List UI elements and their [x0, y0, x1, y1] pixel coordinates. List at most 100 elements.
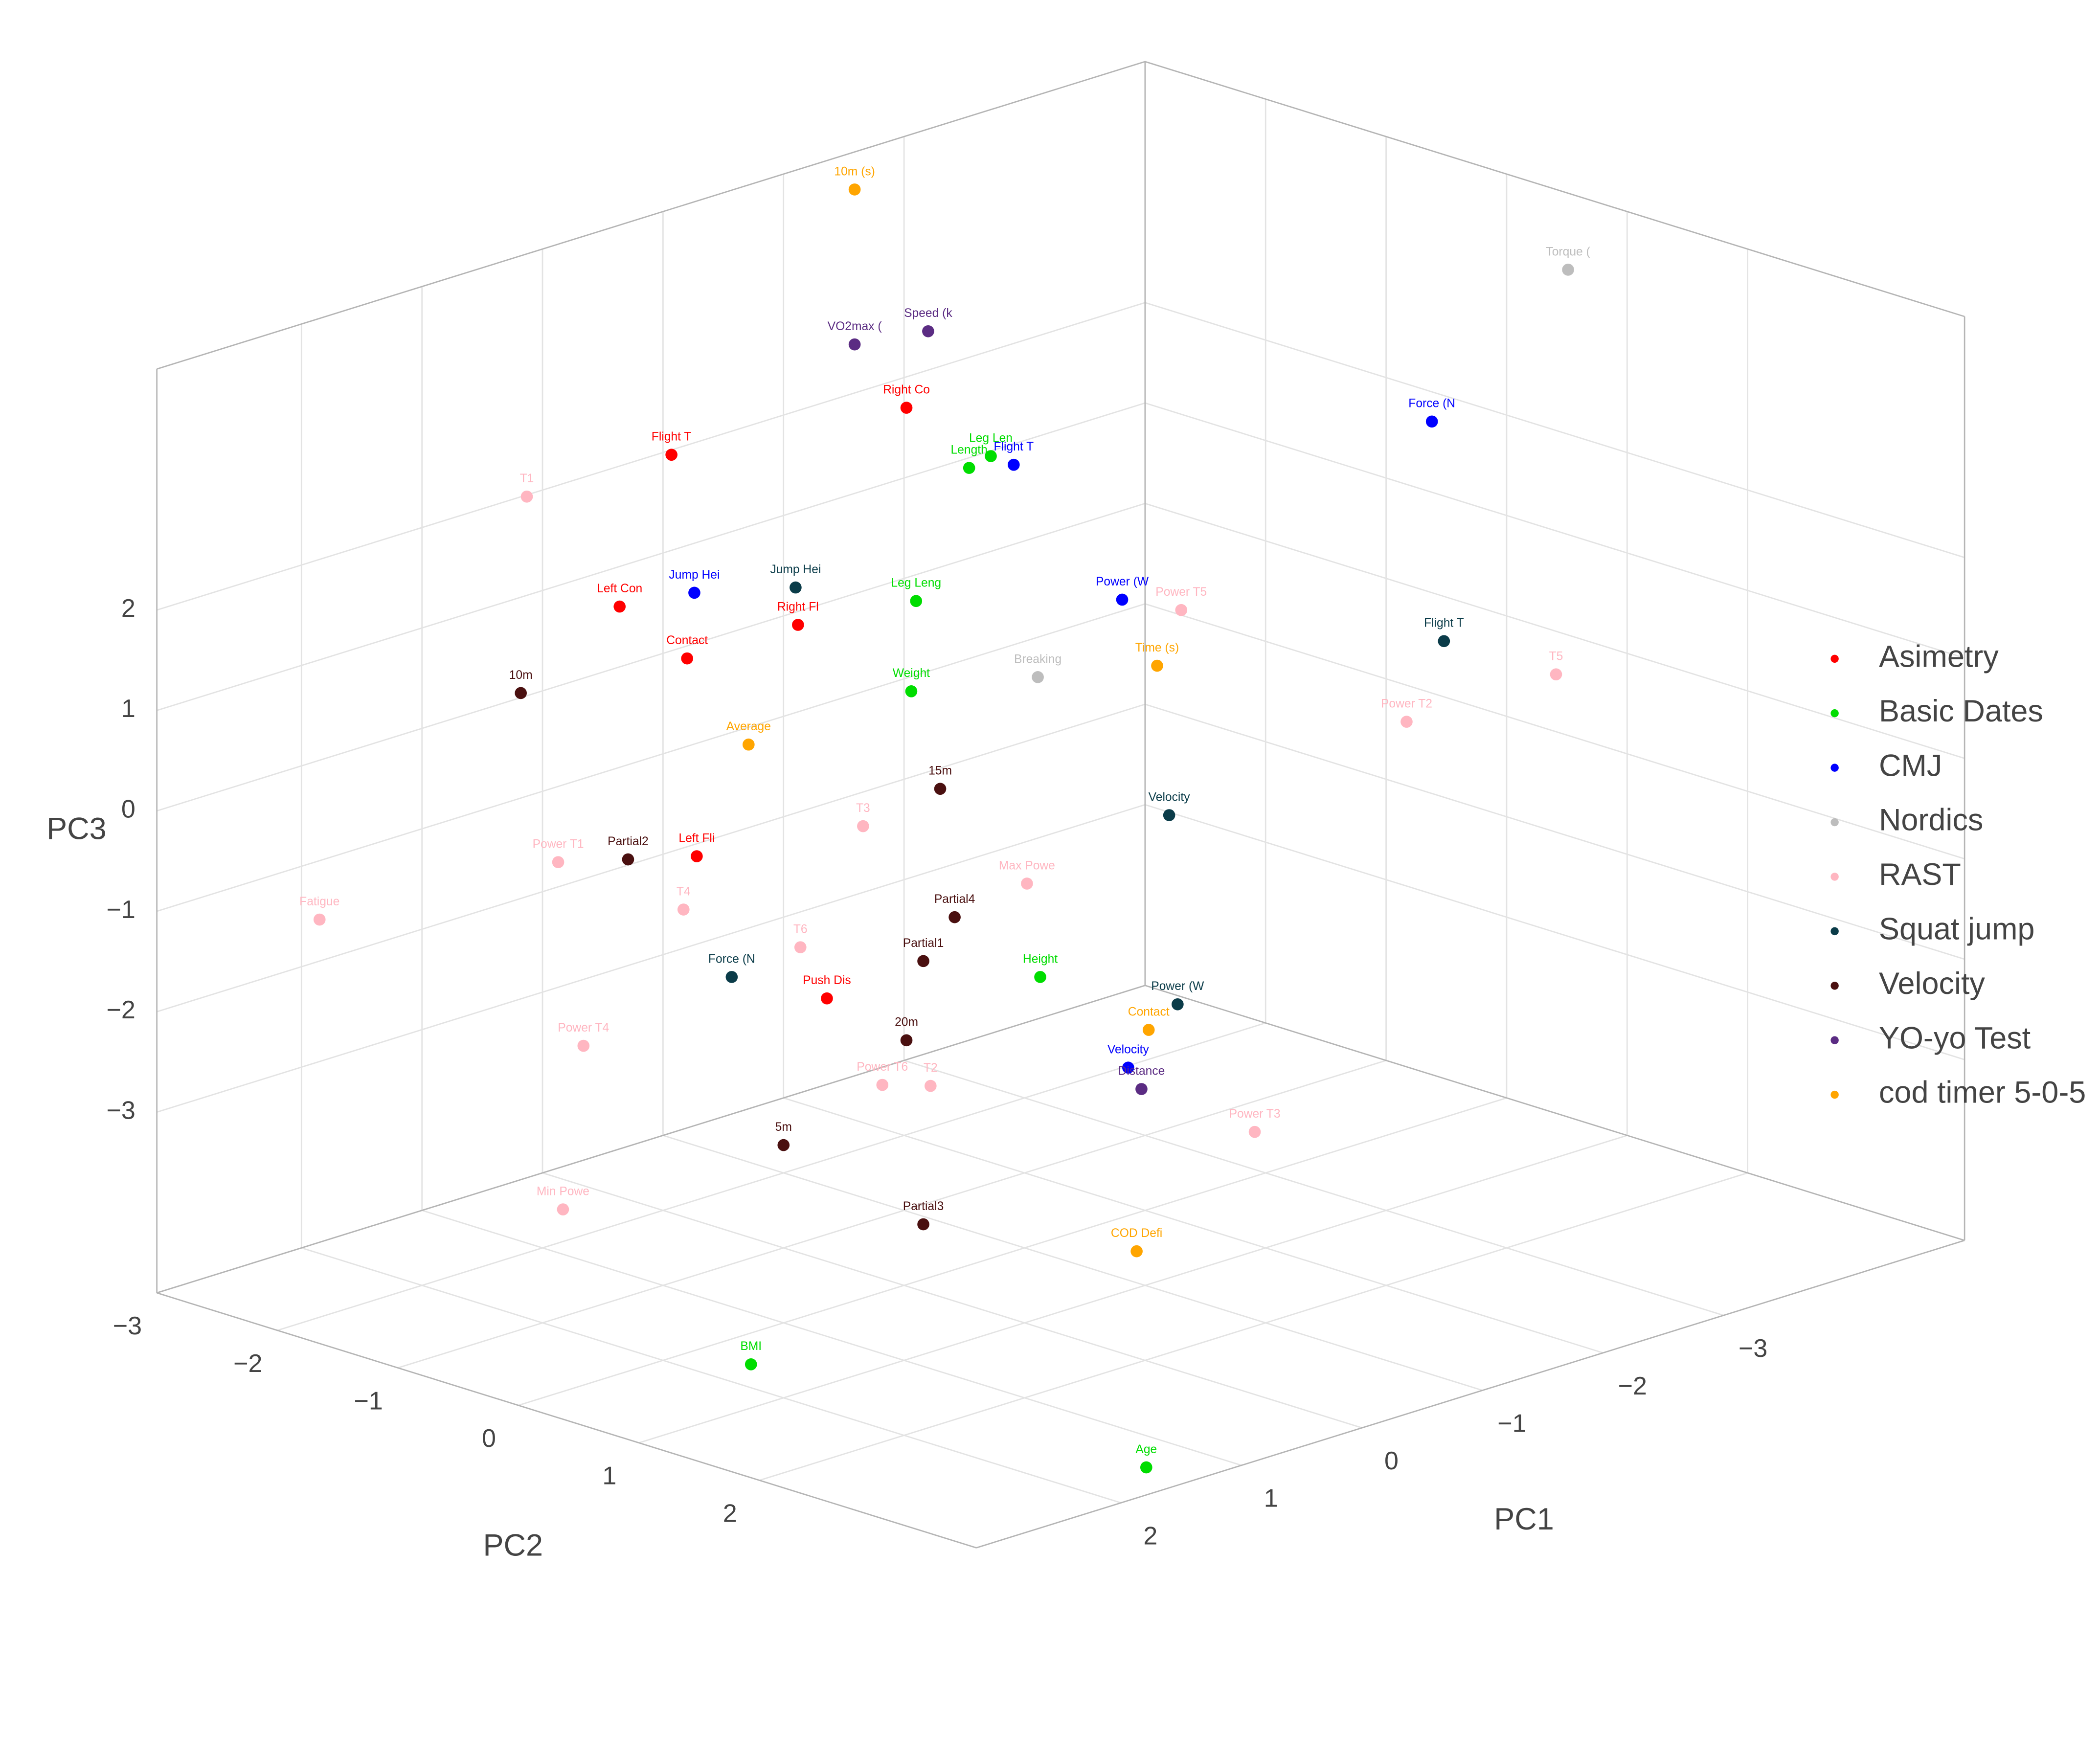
box-edge — [1145, 985, 1965, 1241]
point-label: Power (W — [1096, 575, 1149, 588]
z-tick-label: 2 — [121, 594, 135, 623]
point-label: BMI — [740, 1340, 762, 1353]
point-label: T5 — [1549, 650, 1563, 663]
point-label: Velocity — [1149, 790, 1191, 804]
data-point — [1034, 971, 1046, 983]
grid-line — [422, 1210, 1242, 1466]
legend-label: cod timer 5-0-5 — [1879, 1076, 2086, 1110]
data-point — [821, 992, 833, 1005]
data-point — [925, 1079, 937, 1092]
data-point — [963, 462, 975, 474]
data-point — [917, 955, 929, 967]
data-point — [777, 1139, 790, 1151]
point-label: Time (s) — [1135, 641, 1179, 654]
data-point — [948, 911, 961, 923]
point-label: Height — [1023, 952, 1058, 966]
data-point — [613, 600, 626, 613]
data-point — [742, 738, 755, 751]
data-point — [691, 850, 703, 862]
grid-line — [397, 1059, 1386, 1369]
x-axis-title: PC1 — [1494, 1502, 1554, 1536]
point-label: Partial1 — [903, 937, 944, 950]
legend-marker — [1830, 764, 1839, 772]
y-axis-title: PC2 — [483, 1529, 543, 1563]
data-point — [313, 913, 326, 926]
point-label: Flight T — [994, 440, 1034, 453]
point-label: Leg Leng — [891, 577, 941, 590]
y-tick-label: −1 — [354, 1387, 383, 1415]
legend-marker — [1830, 1090, 1839, 1099]
grid-line — [1145, 603, 1965, 860]
point-label: Power T5 — [1155, 585, 1207, 599]
point-label: Contact — [666, 634, 708, 647]
point-label: Max Powe — [999, 859, 1055, 872]
box-edge — [157, 61, 1146, 370]
data-point — [665, 449, 677, 461]
point-label: Velocity — [1107, 1043, 1150, 1057]
box-edge — [157, 1292, 977, 1549]
point-layer: Right Co Flight T Left Con Right Fl Contact L… — [299, 165, 1591, 1474]
legend-label: CMJ — [1879, 748, 1942, 783]
grid-line — [1145, 804, 1965, 1060]
z-tick-label: −2 — [107, 996, 135, 1024]
point-label: T2 — [924, 1061, 938, 1075]
data-point — [552, 856, 565, 868]
point-label: Partial3 — [903, 1200, 944, 1213]
legend-label: RAST — [1879, 857, 1961, 892]
point-label: Power T4 — [558, 1021, 609, 1034]
data-point — [1130, 1245, 1143, 1258]
data-point — [1438, 635, 1450, 648]
data-point — [900, 402, 913, 414]
grid-line — [157, 603, 1146, 912]
point-label: Left Con — [597, 582, 642, 595]
y-tick-label: 1 — [602, 1462, 616, 1490]
data-point — [1142, 1024, 1155, 1036]
point-label: Speed (k — [904, 307, 952, 320]
point-label: Weight — [893, 667, 930, 680]
grid-line — [157, 502, 1146, 812]
grid-line — [1145, 402, 1965, 659]
y-tick-label: −3 — [113, 1312, 142, 1340]
data-point — [922, 325, 934, 337]
point-label: Length — [950, 444, 987, 457]
box-edge — [1145, 61, 1965, 317]
point-label: Power T6 — [857, 1060, 908, 1074]
point-label: T4 — [677, 885, 691, 898]
grid-line — [903, 1059, 1724, 1316]
data-point — [622, 853, 634, 866]
z-tick-label: 0 — [121, 795, 135, 824]
box-edge — [976, 1239, 1965, 1549]
point-label: T3 — [856, 802, 870, 815]
data-point — [794, 941, 807, 953]
point-label: Power (W — [1151, 980, 1204, 993]
point-label: Flight T — [1424, 617, 1464, 630]
legend-marker — [1830, 927, 1839, 936]
data-point — [1135, 1083, 1148, 1095]
data-point — [1248, 1125, 1261, 1138]
x-tick-label: −3 — [1739, 1334, 1767, 1363]
grid-line — [1145, 703, 1965, 960]
point-label: Left Fli — [678, 832, 715, 845]
data-point — [725, 971, 738, 983]
grid-line — [1145, 302, 1965, 559]
data-point — [1172, 998, 1184, 1011]
point-label: Distance — [1118, 1064, 1165, 1078]
data-point — [1140, 1461, 1152, 1474]
data-point — [681, 652, 693, 665]
x-tick-label: −2 — [1618, 1372, 1647, 1400]
point-label: Right Co — [883, 383, 930, 397]
data-point — [515, 687, 527, 699]
grid-line — [157, 402, 1146, 711]
legend: Asimetry Basic Dates CMJ Nordics RAST Squat j… — [1830, 639, 2086, 1110]
x-tick-label: 2 — [1143, 1522, 1157, 1550]
data-point — [848, 183, 861, 196]
x-tick-label: 1 — [1264, 1484, 1278, 1513]
data-point — [934, 783, 947, 795]
point-label: Torque ( — [1546, 245, 1590, 258]
data-point — [1562, 264, 1574, 276]
x-tick-label: 0 — [1384, 1447, 1399, 1475]
data-point — [1175, 604, 1188, 616]
data-point — [677, 903, 690, 916]
data-point — [1550, 668, 1562, 681]
